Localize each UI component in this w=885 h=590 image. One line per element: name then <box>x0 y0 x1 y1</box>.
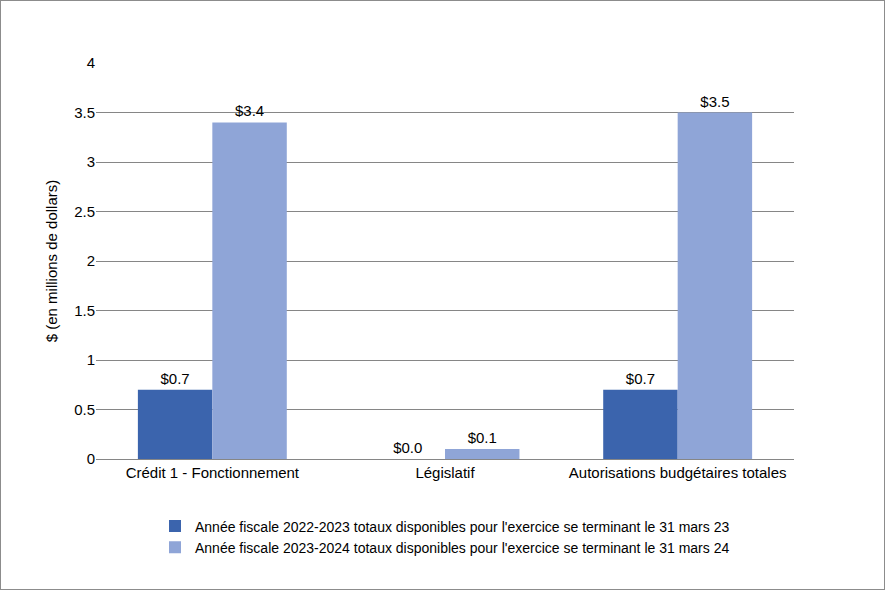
svg-text:$0.7: $0.7 <box>161 370 190 387</box>
svg-text:Année fiscale 2022-2023 totaux: Année fiscale 2022-2023 totaux disponibl… <box>195 519 729 535</box>
svg-text:3: 3 <box>87 153 95 170</box>
svg-text:Année fiscale 2023-2024 totaux: Année fiscale 2023-2024 totaux disponibl… <box>195 540 729 556</box>
svg-text:1: 1 <box>87 351 95 368</box>
svg-text:2: 2 <box>87 252 95 269</box>
svg-text:2.5: 2.5 <box>74 203 95 220</box>
svg-text:0.5: 0.5 <box>74 401 95 418</box>
svg-text:0: 0 <box>87 450 95 467</box>
svg-text:3.5: 3.5 <box>74 104 95 121</box>
svg-text:Crédit 1 - Fonctionnement: Crédit 1 - Fonctionnement <box>126 464 300 481</box>
svg-text:$0.7: $0.7 <box>626 370 655 387</box>
svg-text:$3.5: $3.5 <box>700 93 729 110</box>
svg-text:Autorisations budgétaires tota: Autorisations budgétaires totales <box>569 464 787 481</box>
svg-text:Législatif: Législatif <box>415 464 475 481</box>
svg-text:1.5: 1.5 <box>74 302 95 319</box>
svg-text:4: 4 <box>87 54 95 71</box>
svg-text:$0.1: $0.1 <box>468 429 497 446</box>
svg-text:$3.4: $3.4 <box>235 102 264 119</box>
svg-text:$0.0: $0.0 <box>393 439 422 456</box>
svg-text:$ (en millions de dollars): $ (en millions de dollars) <box>43 180 60 343</box>
